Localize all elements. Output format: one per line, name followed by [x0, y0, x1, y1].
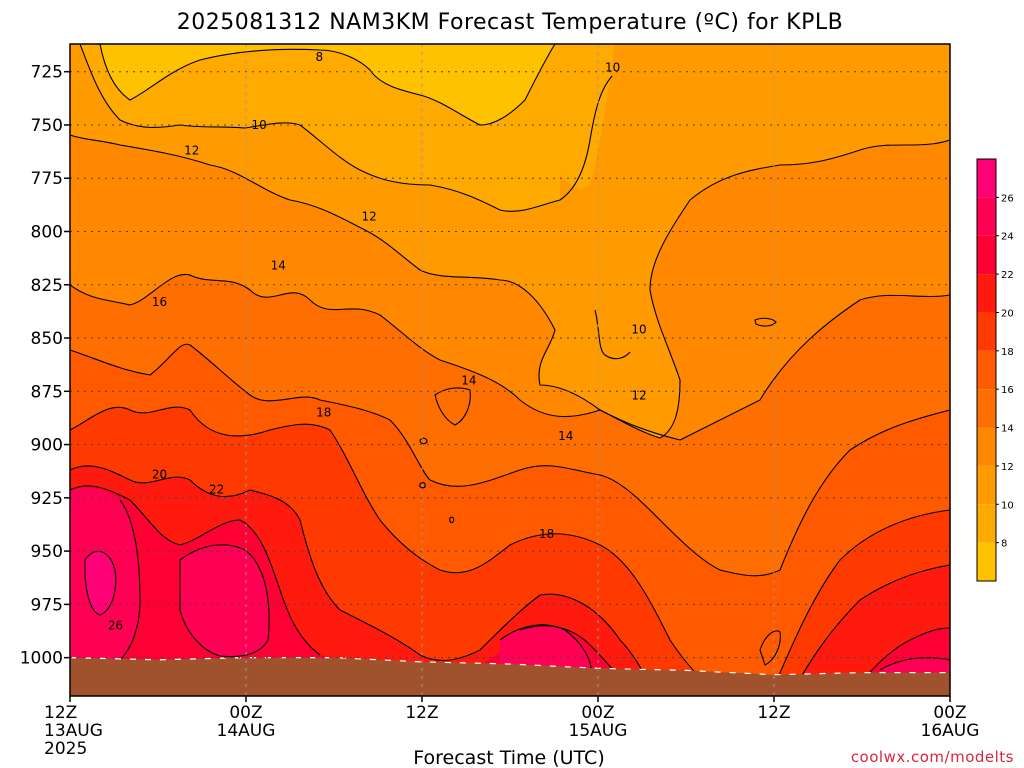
colorbar-segment: [977, 350, 996, 390]
colorbar-segment: [977, 312, 996, 351]
x-tick-label: 13AUG: [44, 721, 103, 741]
temp-band-8: [100, 44, 555, 125]
contour-label: 22: [209, 482, 224, 496]
plot-area: [70, 44, 950, 696]
x-tick-label: 00Z: [933, 703, 966, 723]
contour-label: 8: [316, 50, 324, 64]
colorbar-label: 18: [1001, 347, 1014, 358]
contour-label: 12: [631, 389, 646, 403]
credit-text: coolwx.com/modelts: [851, 748, 1014, 766]
terrain-below-ground: [70, 657, 950, 696]
colorbar-segment: [977, 427, 996, 466]
colorbar-segment: [977, 274, 996, 313]
contour-label: 18: [539, 527, 554, 541]
contour-label: 10: [631, 323, 646, 337]
colorbar-label: 12: [1001, 462, 1014, 473]
colorbar-segment: [977, 235, 996, 275]
temp-band-28: [85, 551, 116, 615]
colorbar-segment: [977, 389, 996, 428]
x-axis-label: Forecast Time (UTC): [413, 747, 604, 768]
contour-label: 20: [152, 467, 167, 481]
colorbar-label: 22: [1001, 270, 1014, 281]
y-tick-label: 925: [31, 489, 63, 509]
colorbar-segment: [977, 504, 996, 543]
colorbar-label: 14: [1001, 424, 1014, 435]
x-tick-label: 2025: [44, 739, 87, 759]
y-tick-label: 775: [31, 169, 63, 189]
colorbar-label: 24: [1001, 232, 1014, 243]
x-tick-label: 12Z: [44, 703, 77, 723]
y-tick-label: 750: [31, 116, 63, 136]
contour-label: 26: [108, 619, 123, 633]
y-tick-label: 950: [31, 542, 63, 562]
x-tick-label: 16AUG: [921, 721, 980, 741]
colorbar: 8 10 12 14 16 18 20 22 24 26: [976, 158, 1014, 582]
y-axis: 725 750 775 800 825 850 875 900 925 950 975 1000: [20, 63, 70, 669]
contour-label: 12: [362, 210, 377, 224]
colorbar-segment: [977, 197, 996, 236]
contour-label: 14: [271, 259, 286, 273]
chart-title: 2025081312 NAM3KM Forecast Temperature (…: [177, 10, 843, 35]
colorbar-label: 20: [1001, 308, 1014, 319]
y-tick-label: 850: [31, 329, 63, 349]
x-tick-label: 00Z: [581, 703, 614, 723]
terrain-surface-line: [70, 657, 950, 676]
x-tick-label: 14AUG: [217, 721, 276, 741]
contour-label: 14: [461, 374, 476, 388]
colorbar-segment: [977, 159, 996, 198]
colorbar-label: 8: [1001, 539, 1007, 550]
contour-labels: 8 10 10 10 12 12 12 14 14 14 16 18 18 20 22 26: [108, 50, 647, 633]
colorbar-segment: [977, 542, 996, 581]
colorbar-frame: [976, 158, 997, 582]
y-tick-label: 800: [31, 223, 63, 243]
y-tick-label: 875: [31, 382, 63, 402]
contour-label: 18: [316, 406, 331, 420]
contour-label: 10: [252, 118, 267, 132]
y-tick-label: 900: [31, 436, 63, 456]
colorbar-label: 16: [1001, 385, 1014, 396]
y-tick-label: 975: [31, 595, 63, 615]
y-tick-label: 1000: [20, 649, 63, 669]
x-tick-label: 15AUG: [569, 721, 628, 741]
plot-frame: [69, 43, 951, 697]
x-tick-label: 12Z: [757, 703, 790, 723]
colorbar-label: 26: [1001, 193, 1014, 204]
colorbar-segment: [977, 465, 996, 505]
temp-band-12: [70, 44, 950, 438]
colorbar-label: 10: [1001, 500, 1014, 511]
contour-label: 12: [184, 144, 199, 158]
x-tick-label: 12Z: [405, 703, 438, 723]
contour-label: 16: [152, 295, 167, 309]
contour-label: 10: [605, 60, 620, 74]
contour-label: 14: [558, 429, 573, 443]
x-tick-label: 00Z: [229, 703, 262, 723]
temp-band-10: [80, 44, 950, 212]
y-tick-label: 725: [31, 63, 63, 83]
y-tick-label: 825: [31, 276, 63, 296]
